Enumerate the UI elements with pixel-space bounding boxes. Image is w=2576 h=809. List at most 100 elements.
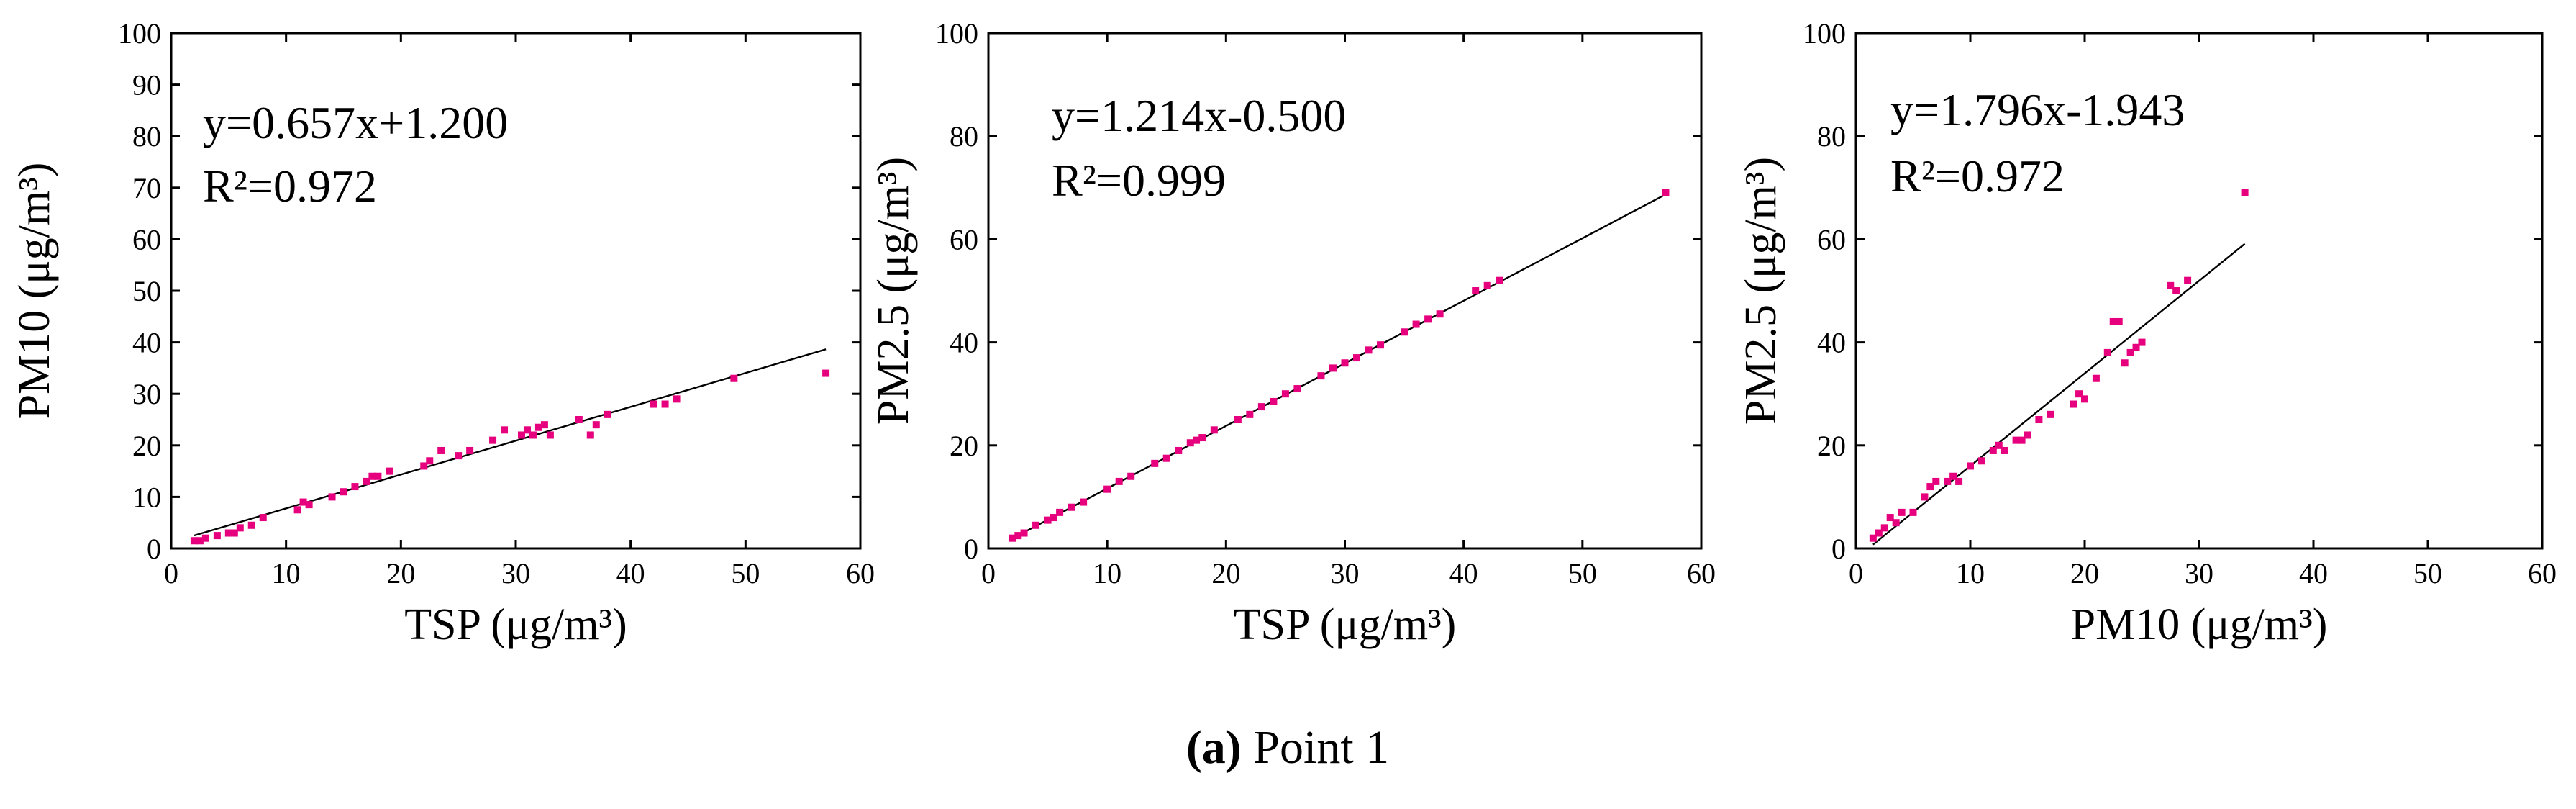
y-axis-title: PM2.5 (μg/m³) [869,157,918,425]
x-tick-label: 30 [1331,557,1360,589]
data-point [1151,459,1159,467]
chart-pm10-vs-tsp: 0 10 20 30 40 50 60 0 10 20 30 40 50 60 70 80 90 100 y=0.6… [10,17,875,649]
y-tick-label: 80 [132,120,161,153]
data-point [1175,446,1183,454]
y-tick-label: 100 [118,17,161,50]
y-tick-label: 60 [1817,223,1846,256]
data-point [1424,315,1432,323]
x-axis-title: TSP (μg/m³) [404,600,627,649]
figure-caption: (a) Point 1 [1186,721,1389,774]
regression-line [1872,243,2246,546]
y-tick-label: 90 [132,69,161,101]
data-point [190,537,198,545]
x-tick-label: 50 [2413,557,2442,589]
x-tick-label: 10 [1093,557,1121,589]
y-tick-label: 50 [132,275,161,307]
data-point [224,529,232,537]
data-point [1898,508,1906,516]
data-point [2138,338,2146,346]
data-point [1257,403,1265,411]
data-point [604,410,611,418]
x-tick-label: 10 [272,557,301,589]
y-axis-title: PM10 (μg/m³) [10,163,59,420]
data-point [1496,276,1503,284]
x-tick-label: 0 [981,557,996,589]
x-tick-label: 60 [1687,557,1716,589]
data-point [1234,416,1242,423]
caption-text: Point 1 [1242,721,1389,774]
data-point [2035,416,2043,423]
data-point [2167,281,2175,289]
data-point [2018,436,2026,444]
data-point [1293,385,1301,393]
r-squared-label: R²=0.972 [203,161,377,212]
caption-label: (a) [1186,721,1242,774]
data-point [822,369,830,377]
data-point [1944,477,1952,485]
y-tick-label: 100 [1803,17,1846,50]
chart-pm25-vs-tsp: 0 10 20 30 40 50 60 0 20 40 60 80 100 y=1.214x-0.500 R… [869,17,1716,649]
data-point [1080,498,1088,506]
data-point [1892,519,1900,527]
data-point [1068,503,1075,511]
x-tick-label: 50 [1568,557,1597,589]
data-point [1955,477,1963,485]
data-point [196,537,204,545]
data-point [2012,436,2020,444]
data-point [351,483,359,491]
data-point [466,446,474,454]
data-point [2103,348,2111,356]
data-point [1472,287,1480,294]
data-point [1401,328,1408,336]
data-point [1921,493,1929,501]
data-point [2109,317,2117,325]
data-point [1353,354,1361,362]
y-tick-label: 0 [964,533,978,565]
x-tick-label: 30 [501,557,530,589]
data-point [489,436,497,444]
data-point [1270,397,1278,405]
data-point [730,374,738,382]
y-tick-label: 40 [1817,327,1846,359]
data-point [523,426,531,434]
data-point [586,431,594,439]
data-point [201,534,209,542]
x-axis-title: TSP (μg/m³) [1234,600,1457,649]
data-point [230,529,238,537]
regression-equation: y=1.214x-0.500 [1052,90,1346,141]
y-tick-label: 70 [132,172,161,204]
data-point [2047,410,2054,418]
data-point [2172,287,2180,294]
data-point [1989,446,1997,454]
x-tick-label: 10 [1956,557,1985,589]
regression-equation: y=0.657x+1.200 [203,97,508,148]
x-tick-label: 30 [2185,557,2213,589]
data-point [1210,426,1218,434]
x-tick-label: 0 [164,557,178,589]
data-point [517,431,525,439]
data-point [340,488,347,496]
data-point [1115,477,1123,485]
data-point [1662,189,1670,196]
data-point [213,532,221,540]
data-point [1909,508,1917,516]
data-point [368,472,376,480]
data-point [1483,281,1491,289]
r-squared-label: R²=0.999 [1052,155,1226,206]
y-tick-label: 100 [935,17,978,50]
data-point [2126,348,2134,356]
data-point [1967,462,1974,470]
data-point [2001,446,2008,454]
data-point [1050,514,1057,522]
regression-equation: y=1.796x-1.943 [1890,84,2185,135]
regression-line [194,348,827,537]
x-tick-label: 50 [731,557,760,589]
data-point [661,400,669,408]
y-tick-label: 60 [132,223,161,256]
data-point [1103,485,1111,493]
y-tick-label: 40 [950,327,978,359]
data-point [501,426,509,434]
data-point [546,431,554,439]
data-point [2115,317,2123,325]
